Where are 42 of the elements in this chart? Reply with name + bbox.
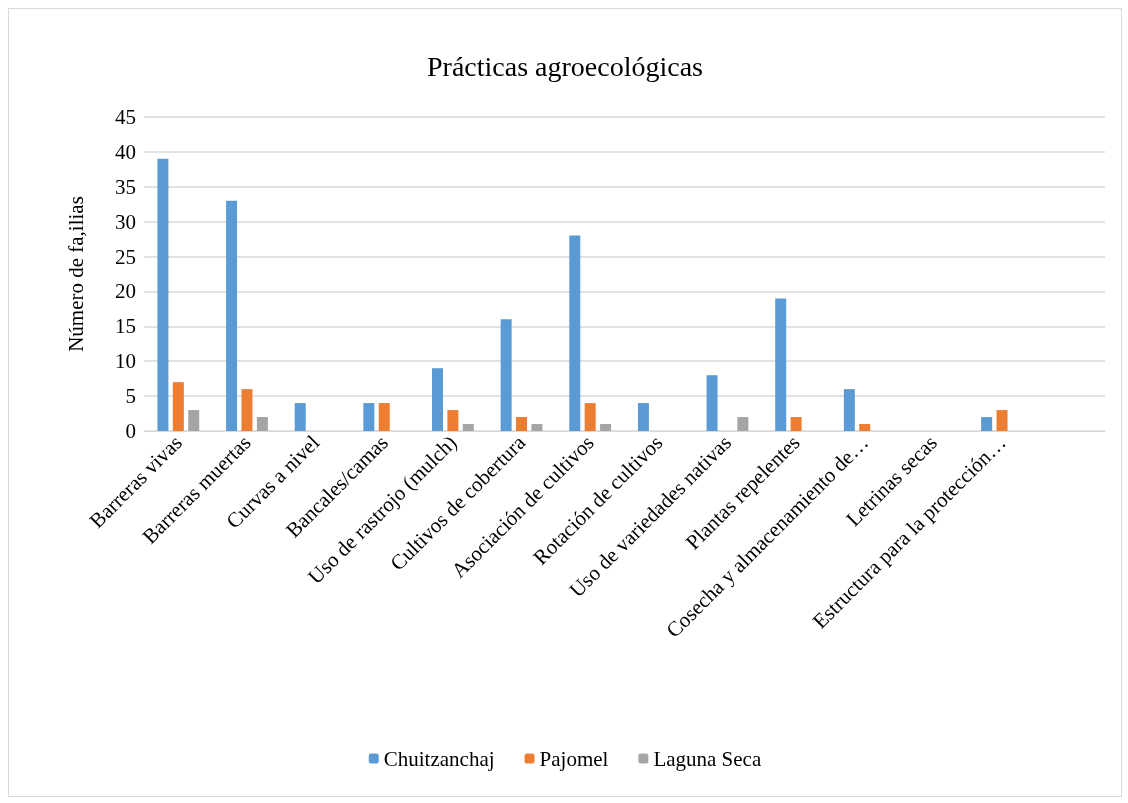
bar <box>462 424 474 431</box>
bar <box>157 158 169 431</box>
legend-label: Pajomel <box>539 746 609 771</box>
bar <box>843 389 855 431</box>
bar <box>775 298 787 431</box>
bar <box>294 403 306 431</box>
bar <box>996 410 1008 431</box>
bar <box>600 424 612 431</box>
legend-label: Laguna Seca <box>653 746 762 771</box>
bar <box>256 417 268 431</box>
bar <box>447 410 459 431</box>
y-tick-label: 15 <box>115 314 136 339</box>
bar <box>172 382 184 431</box>
bar <box>226 200 238 431</box>
bar <box>363 403 375 431</box>
bar <box>500 319 512 431</box>
bar <box>241 389 253 431</box>
y-tick-label: 0 <box>125 419 136 443</box>
y-tick-label: 10 <box>115 349 136 374</box>
bar <box>790 417 802 431</box>
y-tick-label: 45 <box>115 105 136 129</box>
bar <box>584 403 596 431</box>
bar <box>859 424 871 431</box>
bar <box>378 403 390 431</box>
y-tick-label: 30 <box>115 209 136 234</box>
y-tick-label: 35 <box>115 174 136 199</box>
bar <box>737 417 749 431</box>
bar <box>637 403 649 431</box>
bar <box>531 424 543 431</box>
bar <box>516 417 528 431</box>
legend-label: Chuitzanchaj <box>383 746 495 771</box>
y-tick-label: 40 <box>115 139 136 164</box>
y-tick-label: 25 <box>115 244 136 269</box>
y-axis-title: Número de fa,ilias <box>63 196 88 352</box>
chart-title: Prácticas agroecológicas <box>427 50 703 82</box>
y-tick-label: 5 <box>125 384 136 409</box>
bar <box>569 235 581 431</box>
bar <box>431 368 443 431</box>
bar <box>981 417 993 431</box>
bar <box>706 375 718 431</box>
y-tick-label: 20 <box>115 279 136 304</box>
bar <box>188 410 200 431</box>
